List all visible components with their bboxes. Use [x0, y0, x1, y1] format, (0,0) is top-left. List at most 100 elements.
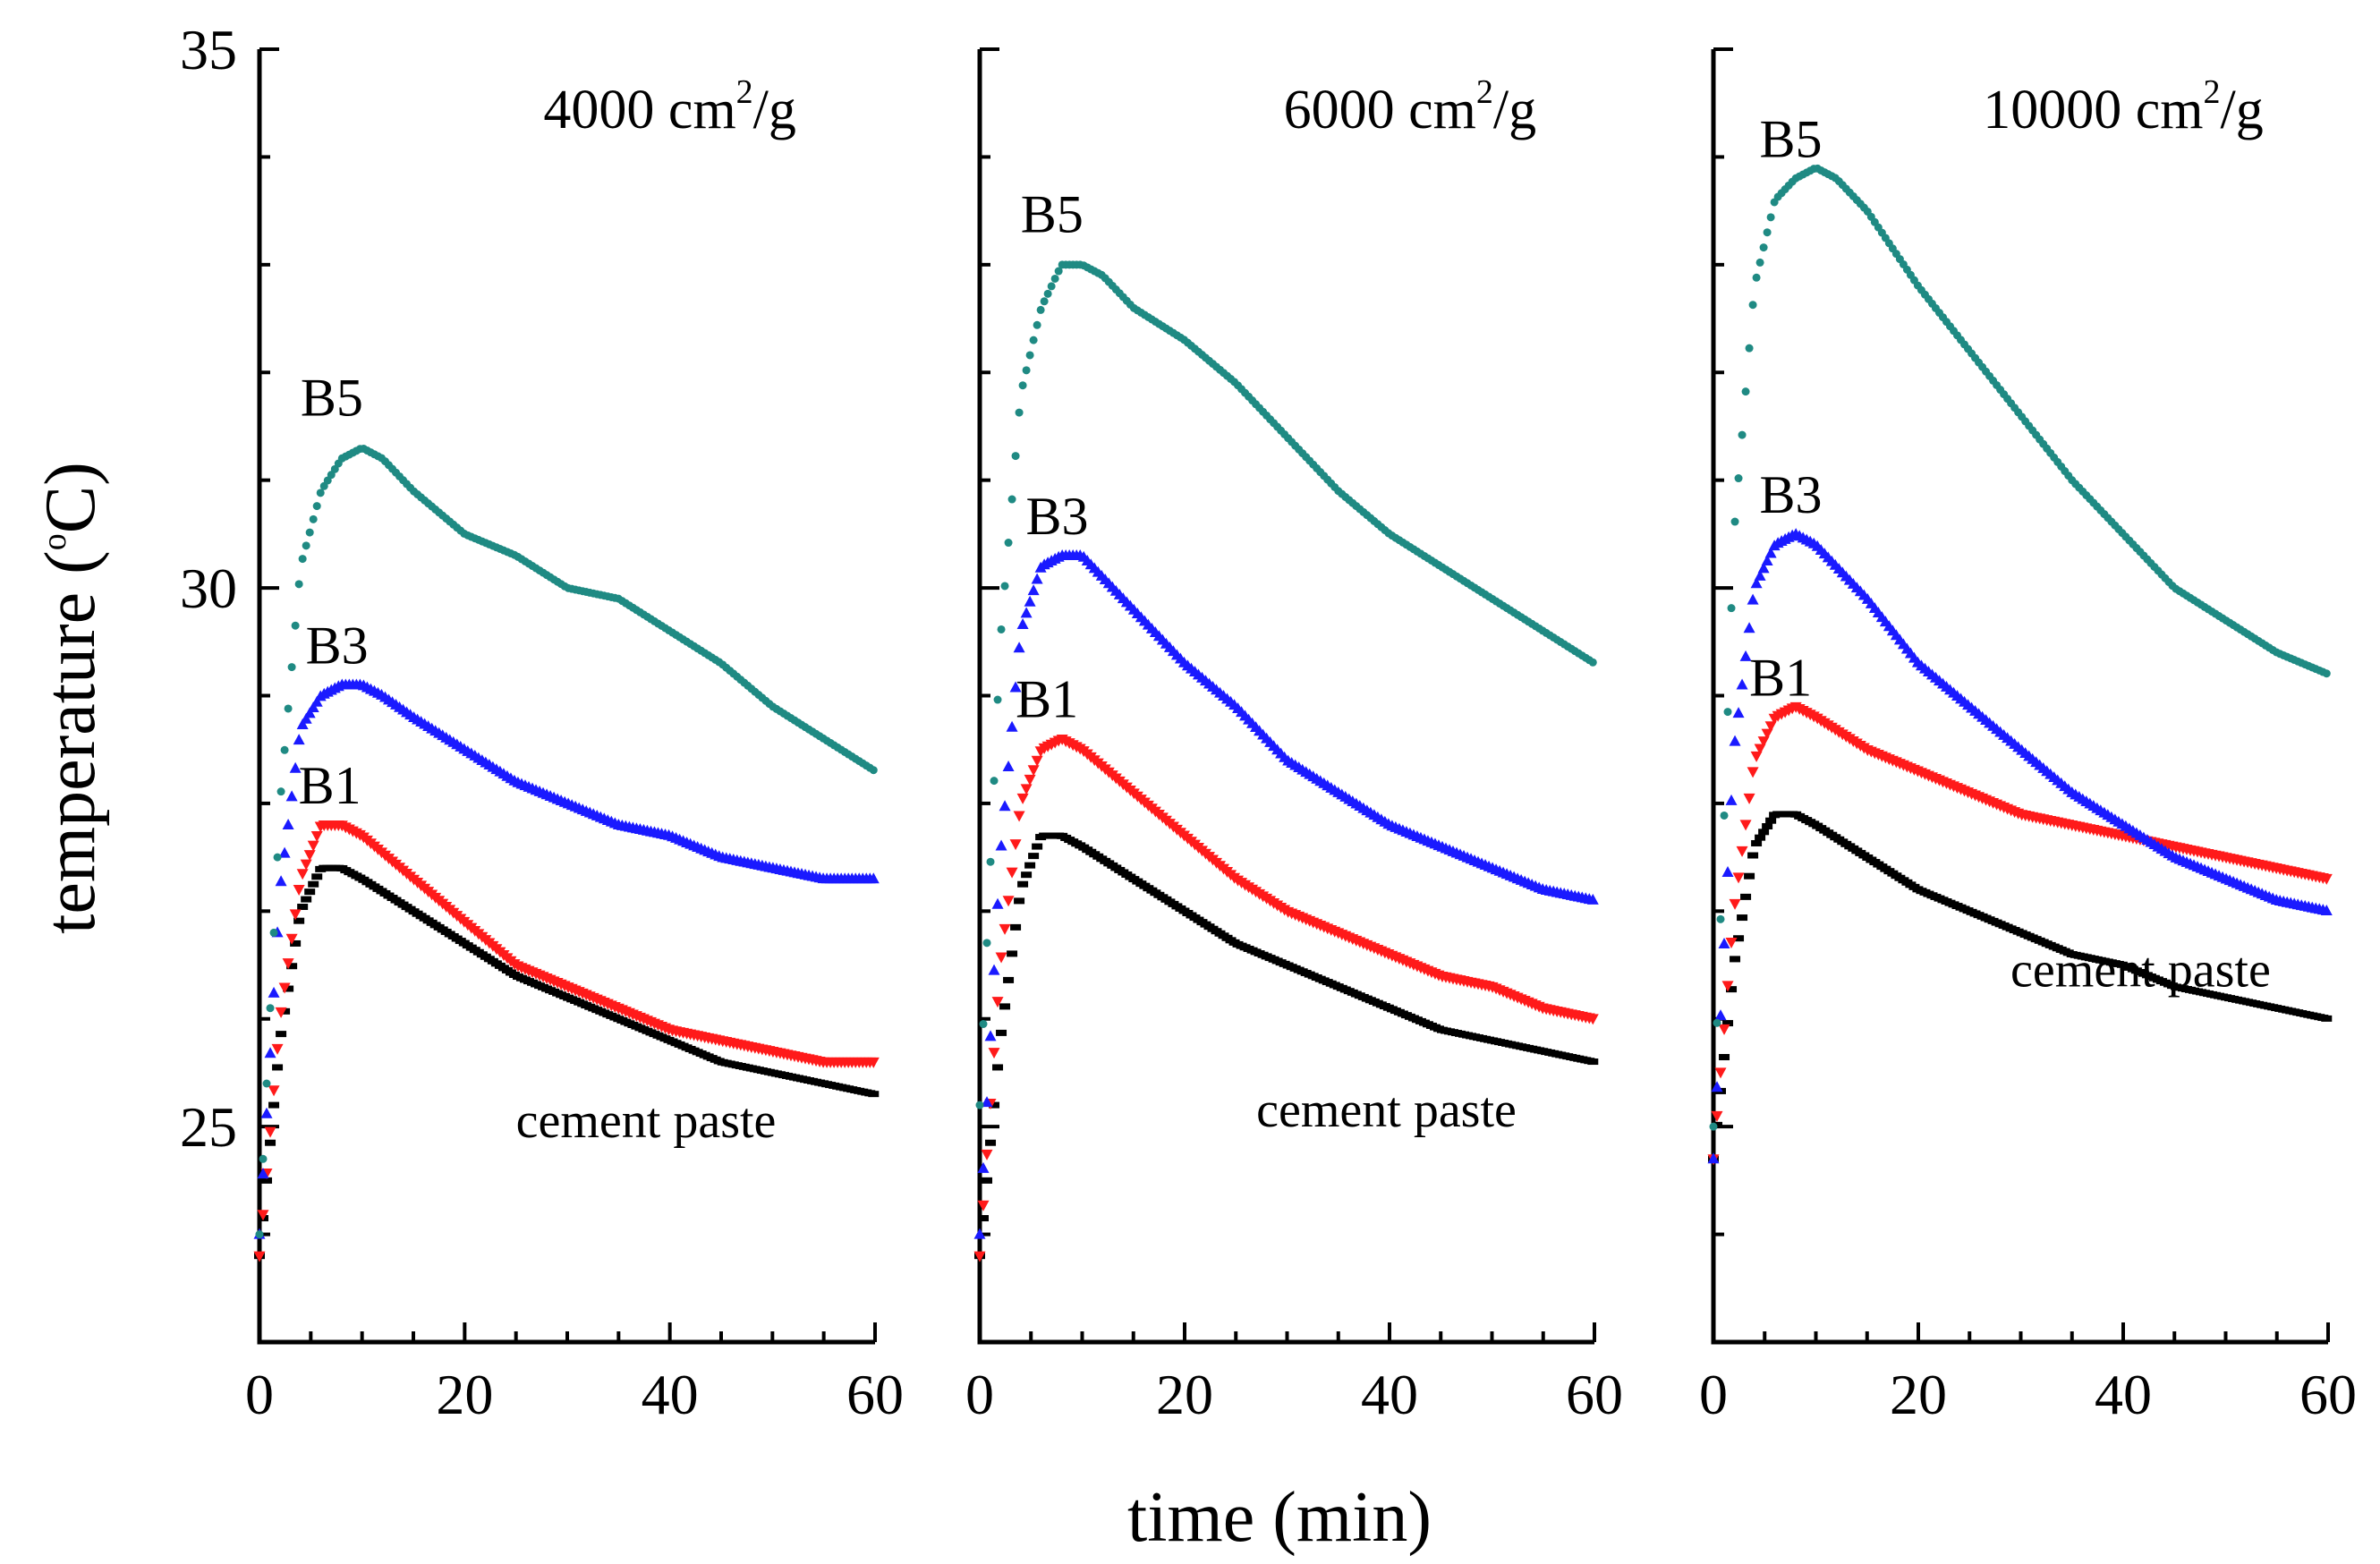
data-point	[282, 958, 294, 970]
x-tick-label: 20	[1890, 1363, 1947, 1426]
data-point	[300, 712, 312, 724]
data-point	[293, 734, 305, 745]
data-point	[1747, 852, 1759, 859]
data-point	[1586, 893, 1599, 905]
data-point	[1021, 871, 1033, 879]
panel-title-4000: 4000 cm2/g	[543, 73, 795, 140]
data-point	[1741, 387, 1750, 396]
data-point	[989, 1101, 1000, 1109]
data-point	[293, 884, 305, 896]
curve-label-b1: B1	[1016, 670, 1078, 729]
data-point	[1738, 430, 1747, 439]
data-point	[1050, 274, 1059, 283]
series-b1-4000	[253, 820, 880, 1262]
data-point	[296, 718, 309, 730]
curve-label-b1: B1	[1749, 649, 1812, 708]
curve-label-cement-paste: cement paste	[2010, 943, 2271, 999]
data-point	[1024, 595, 1036, 607]
data-point	[1032, 843, 1043, 850]
data-point	[1754, 744, 1766, 755]
data-point	[262, 1079, 271, 1088]
data-point	[999, 923, 1011, 935]
data-point	[268, 1101, 280, 1109]
data-point	[1002, 896, 1015, 907]
data-point	[257, 1210, 269, 1221]
data-point	[869, 766, 878, 775]
data-point	[289, 761, 302, 773]
data-point	[1761, 728, 1773, 740]
data-point	[1765, 817, 1777, 824]
panels-group: 0 20 40 60 25 30 35 B5 B3 B1 cement paste 4000 cm2/…	[180, 18, 2357, 1426]
data-point	[1029, 336, 1038, 344]
data-point	[992, 1064, 1004, 1071]
data-point	[1033, 320, 1041, 329]
curve-label-b5: B5	[301, 368, 363, 427]
data-point	[1736, 846, 1748, 857]
data-point	[1007, 950, 1018, 957]
data-point	[1006, 867, 1018, 879]
x-tick-label: 40	[642, 1363, 699, 1426]
data-point	[257, 1168, 269, 1179]
data-point	[1017, 880, 1029, 888]
data-point	[1729, 735, 1741, 746]
data-point	[1031, 755, 1043, 767]
data-point	[1719, 1053, 1730, 1060]
x-tick-label: 20	[436, 1363, 493, 1426]
data-point	[982, 939, 991, 948]
data-point	[253, 1251, 266, 1262]
data-point	[988, 964, 1000, 975]
data-point	[1586, 1014, 1599, 1025]
data-point	[1763, 228, 1772, 237]
data-point	[284, 704, 293, 713]
data-point	[996, 1029, 1007, 1036]
data-point	[1016, 618, 1029, 630]
x-tick-label: 40	[2095, 1363, 2152, 1426]
data-point	[1024, 862, 1036, 869]
data-point	[275, 1007, 287, 1018]
data-point	[867, 1057, 880, 1068]
data-point	[1014, 897, 1025, 905]
data-point	[1755, 258, 1764, 267]
data-point	[1733, 935, 1745, 942]
data-point	[1054, 267, 1063, 276]
data-point	[1732, 872, 1745, 884]
panel-title-10000: 10000 cm2/g	[1983, 73, 2263, 140]
data-point	[979, 1019, 988, 1028]
data-point	[278, 982, 291, 994]
series-cement-paste-10000	[1708, 811, 2333, 1162]
data-point	[981, 1149, 993, 1160]
series-cement-paste-6000	[974, 832, 1599, 1260]
data-point	[985, 1139, 997, 1146]
data-point	[268, 1085, 280, 1097]
series-b3-6000	[973, 548, 1599, 1239]
data-point	[1714, 1067, 1727, 1079]
data-point	[1725, 794, 1738, 805]
data-point	[1722, 1020, 1734, 1027]
data-point	[1725, 937, 1738, 948]
data-point	[1752, 273, 1761, 282]
data-point	[991, 897, 1004, 909]
data-point	[285, 790, 298, 802]
data-point	[1748, 301, 1757, 310]
data-point	[1022, 366, 1031, 375]
data-point	[1040, 297, 1049, 306]
data-point	[1764, 721, 1777, 733]
data-point	[1020, 784, 1033, 795]
data-point	[1018, 381, 1027, 390]
data-point	[304, 888, 316, 896]
data-point	[1721, 865, 1734, 877]
panel-6000: 0 20 40 60 B5 B3 B1 cement paste 6000 cm2/g	[965, 47, 1623, 1426]
data-point	[1043, 289, 1052, 298]
data-point	[978, 1215, 990, 1222]
data-point	[276, 787, 285, 796]
data-point	[1707, 1152, 1720, 1164]
data-point	[1010, 923, 1022, 931]
data-point	[310, 695, 323, 707]
data-point	[1718, 938, 1730, 949]
data-point	[1720, 811, 1729, 820]
series-cement-paste-4000	[254, 864, 880, 1260]
x-tick-label: 0	[965, 1363, 994, 1426]
data-point	[1025, 351, 1034, 360]
data-point	[1007, 495, 1016, 504]
